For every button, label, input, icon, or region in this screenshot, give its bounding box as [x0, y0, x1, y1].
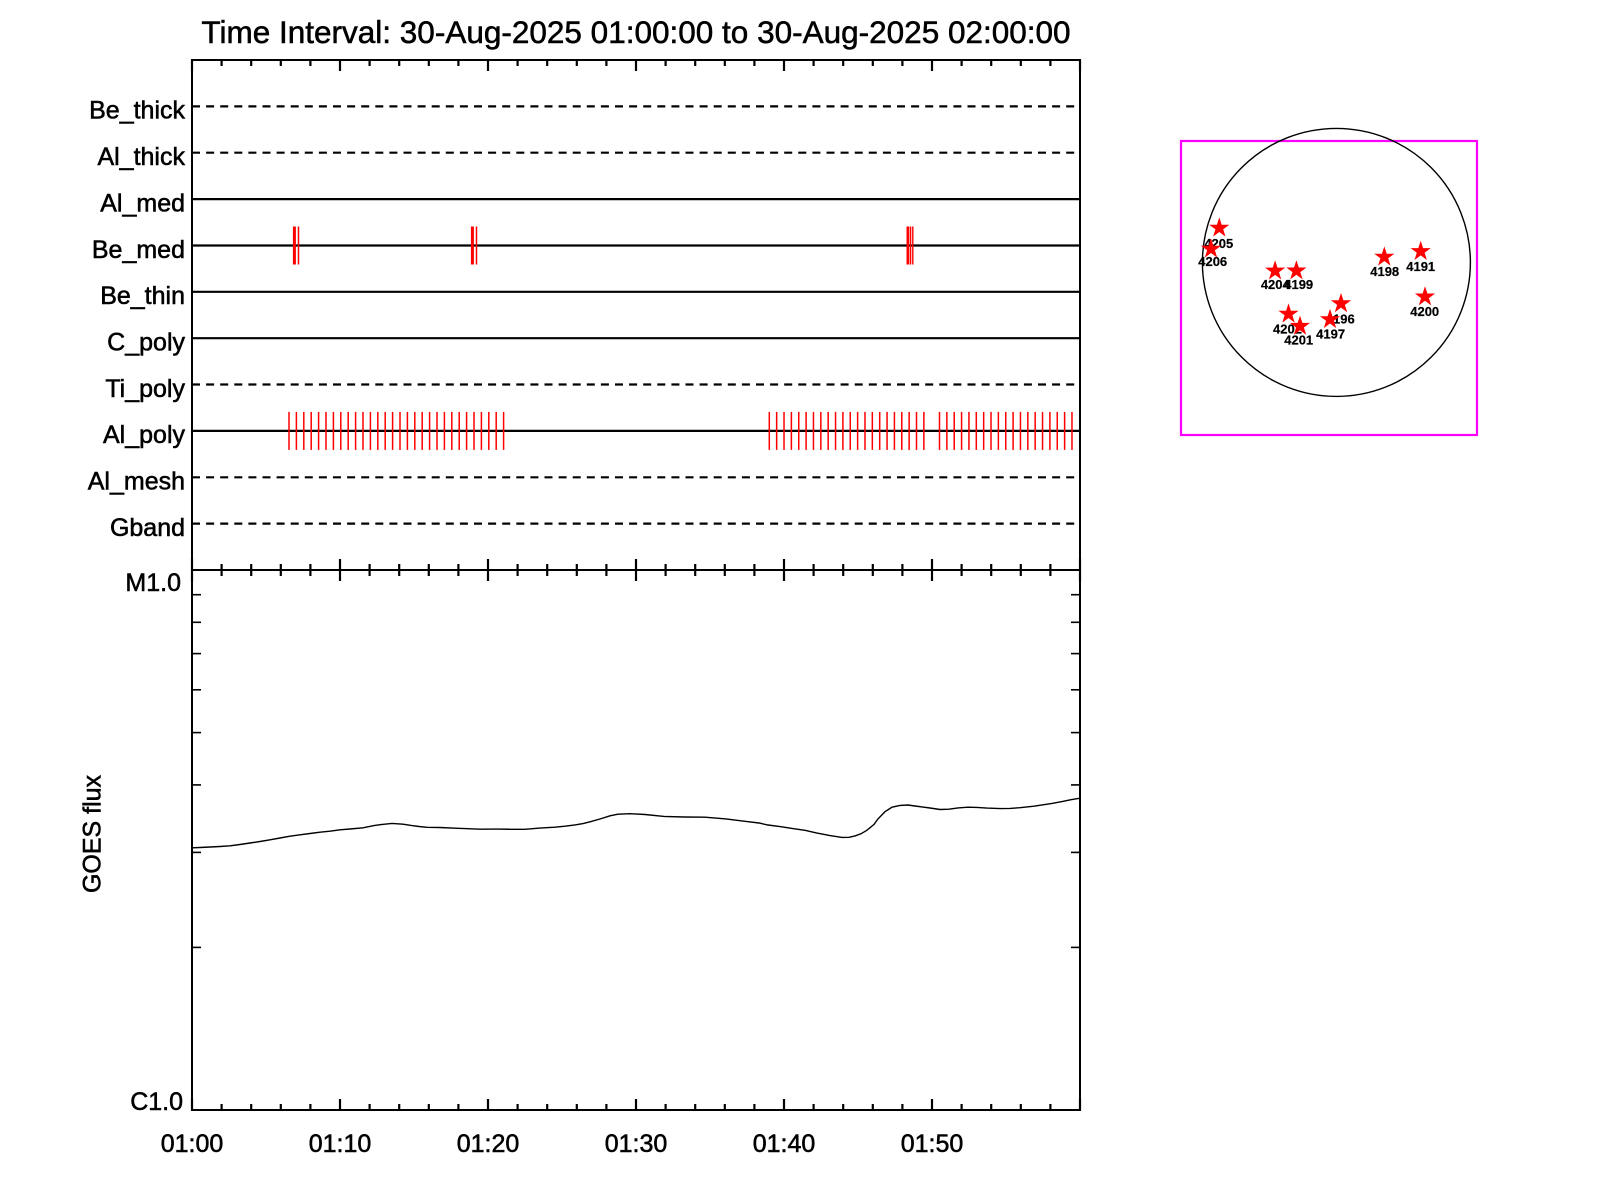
- svg-text:4191: 4191: [1406, 259, 1435, 274]
- svg-text:Be_med: Be_med: [92, 236, 185, 264]
- svg-text:4197: 4197: [1316, 327, 1345, 342]
- svg-text:Be_thick: Be_thick: [89, 97, 185, 125]
- svg-text:4201: 4201: [1284, 332, 1313, 347]
- svg-text:01:00: 01:00: [161, 1130, 224, 1158]
- svg-text:Al_med: Al_med: [100, 189, 185, 217]
- svg-text:Time Interval: 30-Aug-2025 01:: Time Interval: 30-Aug-2025 01:00:00 to 3…: [201, 14, 1070, 50]
- svg-text:4206: 4206: [1198, 254, 1227, 269]
- svg-text:01:20: 01:20: [457, 1130, 520, 1158]
- svg-text:01:50: 01:50: [901, 1130, 964, 1158]
- svg-text:01:10: 01:10: [309, 1130, 372, 1158]
- svg-text:4199: 4199: [1284, 277, 1313, 292]
- svg-text:4198: 4198: [1370, 264, 1399, 279]
- svg-text:4200: 4200: [1410, 304, 1439, 319]
- svg-text:GOES flux: GOES flux: [79, 774, 107, 893]
- svg-text:01:40: 01:40: [753, 1130, 816, 1158]
- svg-text:4204: 4204: [1261, 277, 1291, 292]
- svg-text:C_poly: C_poly: [107, 329, 185, 357]
- svg-text:Al_poly: Al_poly: [103, 421, 185, 449]
- svg-text:Al_thick: Al_thick: [97, 143, 185, 171]
- svg-text:M1.0: M1.0: [125, 569, 181, 597]
- svg-text:Ti_poly: Ti_poly: [105, 375, 185, 403]
- svg-text:Gband: Gband: [110, 514, 185, 542]
- svg-text:Be_thin: Be_thin: [100, 282, 185, 310]
- svg-text:01:30: 01:30: [605, 1130, 668, 1158]
- svg-text:C1.0: C1.0: [130, 1088, 183, 1116]
- svg-text:Al_mesh: Al_mesh: [88, 468, 185, 496]
